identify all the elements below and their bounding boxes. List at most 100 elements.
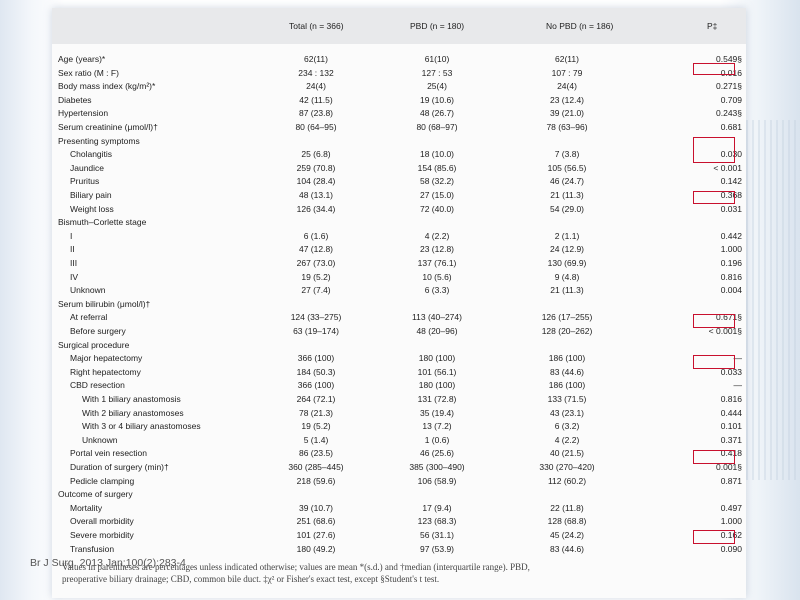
cell-total: 25 (6.8) bbox=[301, 149, 331, 160]
cell-p-value: — bbox=[733, 380, 743, 391]
citation: Br J Surg. 2013 Jan;100(2):283-4 bbox=[30, 557, 186, 569]
cell-no-pbd: 46 (24.7) bbox=[549, 176, 585, 187]
cell-total: 180 (49.2) bbox=[296, 543, 336, 554]
row-label: Bismuth–Corlette stage bbox=[58, 217, 147, 228]
cell-p-value: 0.671§ bbox=[716, 312, 742, 323]
cell-total: 184 (50.3) bbox=[296, 366, 336, 377]
cell-no-pbd: 6 (3.2) bbox=[554, 421, 580, 432]
cell-total: 39 (10.7) bbox=[298, 502, 334, 513]
cell-pbd: 137 (76.1) bbox=[417, 258, 457, 268]
cell-total: 251 (68.6) bbox=[296, 516, 336, 527]
table-row: Transfusion 180 (49.2) 97 (53.9) 83 (44.6) 0… bbox=[52, 543, 746, 555]
cell-total: 101 (27.6) bbox=[296, 530, 336, 540]
cell-pbd: 106 (58.9) bbox=[417, 475, 457, 486]
cell-p-value: 1.000 bbox=[720, 244, 742, 255]
cell-no-pbd: 83 (44.6) bbox=[549, 543, 585, 554]
cell-no-pbd: 105 (56.5) bbox=[547, 162, 587, 173]
cell-p-value: 0.871 bbox=[720, 475, 742, 486]
row-label: Unknown bbox=[82, 434, 118, 445]
row-label: III bbox=[70, 258, 78, 268]
cell-total: 62(11) bbox=[304, 54, 328, 64]
background-decoration bbox=[740, 120, 800, 480]
cell-pbd: 35 (19.4) bbox=[419, 407, 455, 418]
cell-pbd: 61(10) bbox=[424, 54, 450, 64]
row-label: Pruritus bbox=[70, 176, 100, 187]
highlight-box-cholangitis-jaundice bbox=[693, 137, 735, 163]
cell-total: 24(4) bbox=[306, 81, 326, 92]
cell-no-pbd: 128 (68.8) bbox=[547, 516, 587, 527]
cell-pbd: 385 (300–490) bbox=[409, 462, 465, 472]
cell-pbd: 131 (72.8) bbox=[417, 394, 457, 404]
cell-total: 63 (19–174) bbox=[293, 326, 339, 336]
cell-p-value: 0.090 bbox=[720, 543, 742, 554]
cell-pbd: 154 (85.6) bbox=[417, 162, 457, 173]
cell-total: 6 (1.6) bbox=[303, 230, 329, 241]
table-row: Bismuth–Corlette stage bbox=[52, 216, 746, 228]
cell-p-value: < 0.001§ bbox=[708, 326, 742, 336]
row-label: Age (years)* bbox=[58, 54, 106, 64]
highlight-box-before-surgery bbox=[693, 314, 735, 328]
cell-p-value: 0.004 bbox=[720, 285, 742, 296]
cell-no-pbd: 128 (20–262) bbox=[541, 326, 593, 336]
cell-no-pbd: 130 (69.9) bbox=[547, 258, 587, 268]
cell-p-value: 0.016 bbox=[720, 67, 742, 78]
highlight-box-duration bbox=[693, 450, 735, 464]
cell-p-value: 0.162 bbox=[720, 530, 742, 540]
table-document: Total (n = 366) PBD (n = 180) No PBD (n … bbox=[52, 8, 746, 598]
header-total: Total (n = 366) bbox=[289, 21, 344, 31]
cell-p-value: 0.681 bbox=[720, 122, 742, 132]
cell-no-pbd: 62(11) bbox=[555, 54, 579, 64]
cell-p-value: 0.271§ bbox=[716, 81, 742, 92]
row-label: With 3 or 4 biliary anastomoses bbox=[82, 421, 201, 432]
table-row: Severe morbidity 101 (27.6) 56 (31.1) 45 (2… bbox=[52, 529, 746, 541]
cell-no-pbd: 126 (17–255) bbox=[541, 312, 593, 323]
table-row: Diabetes 42 (11.5) 19 (10.6) 23 (12.4) 0.709 bbox=[52, 94, 746, 106]
table-row: Jaundice 259 (70.8) 154 (85.6) 105 (56.5) < … bbox=[52, 162, 746, 174]
cell-total: 86 (23.5) bbox=[298, 448, 334, 459]
cell-p-value: 0.368 bbox=[720, 190, 742, 200]
cell-no-pbd: 43 (23.1) bbox=[549, 407, 585, 418]
cell-p-value: 0.031 bbox=[720, 203, 742, 214]
cell-total: 80 (64–95) bbox=[295, 122, 337, 132]
table-row: CBD resection 366 (100) 180 (100) 186 (100)… bbox=[52, 379, 746, 391]
row-label: Sex ratio (M : F) bbox=[58, 67, 119, 78]
row-label: Surgical procedure bbox=[58, 339, 130, 350]
cell-pbd: 58 (32.2) bbox=[419, 176, 455, 187]
cell-pbd: 4 (2.2) bbox=[424, 230, 450, 241]
cell-no-pbd: 2 (1.1) bbox=[554, 230, 580, 241]
table-row: III 267 (73.0) 137 (76.1) 130 (69.9) 0.196 bbox=[52, 257, 746, 269]
cell-pbd: 48 (20–96) bbox=[416, 326, 458, 336]
cell-pbd: 72 (40.0) bbox=[419, 203, 455, 214]
cell-no-pbd: 4 (2.2) bbox=[554, 434, 580, 445]
cell-no-pbd: 39 (21.0) bbox=[549, 108, 585, 119]
cell-p-value: 0.816 bbox=[720, 394, 742, 404]
row-label: Duration of surgery (min)† bbox=[70, 462, 169, 472]
table-row: Cholangitis 25 (6.8) 18 (10.0) 7 (3.8) 0.030 bbox=[52, 148, 746, 160]
cell-total: 234 : 132 bbox=[298, 67, 334, 78]
cell-total: 360 (285–445) bbox=[288, 462, 344, 472]
highlight-box-right-hepatectomy bbox=[693, 355, 735, 369]
cell-no-pbd: 78 (63–96) bbox=[546, 122, 588, 132]
row-label: Pedicle clamping bbox=[70, 475, 135, 486]
table-row: Serum bilirubin (μmol/l)† bbox=[52, 298, 746, 310]
cell-pbd: 180 (100) bbox=[418, 380, 456, 391]
row-label: With 2 biliary anastomoses bbox=[82, 407, 184, 418]
row-label: Cholangitis bbox=[70, 149, 113, 160]
cell-p-value: 0.243§ bbox=[716, 108, 742, 119]
row-label: I bbox=[70, 230, 73, 241]
table-row: Mortality 39 (10.7) 17 (9.4) 22 (11.8) 0.497 bbox=[52, 502, 746, 514]
header-p-value: P‡ bbox=[707, 21, 718, 31]
cell-no-pbd: 24 (12.9) bbox=[549, 244, 585, 255]
row-label: Jaundice bbox=[70, 162, 105, 173]
table-row: Body mass index (kg/m²)* 24(4) 25(4) 24(4) 0… bbox=[52, 80, 746, 92]
table-row: Duration of surgery (min)† 360 (285–445) 3… bbox=[52, 461, 746, 473]
cell-total: 218 (59.6) bbox=[296, 475, 336, 486]
cell-p-value: — bbox=[733, 353, 743, 364]
cell-total: 267 (73.0) bbox=[296, 258, 336, 268]
cell-total: 42 (11.5) bbox=[299, 94, 333, 105]
cell-pbd: 80 (68–97) bbox=[416, 122, 458, 132]
cell-pbd: 18 (10.0) bbox=[419, 149, 455, 160]
row-label: Severe morbidity bbox=[70, 530, 134, 540]
cell-p-value: 0.418 bbox=[720, 448, 742, 459]
table-row: IV 19 (5.2) 10 (5.6) 9 (4.8) 0.816 bbox=[52, 271, 746, 283]
